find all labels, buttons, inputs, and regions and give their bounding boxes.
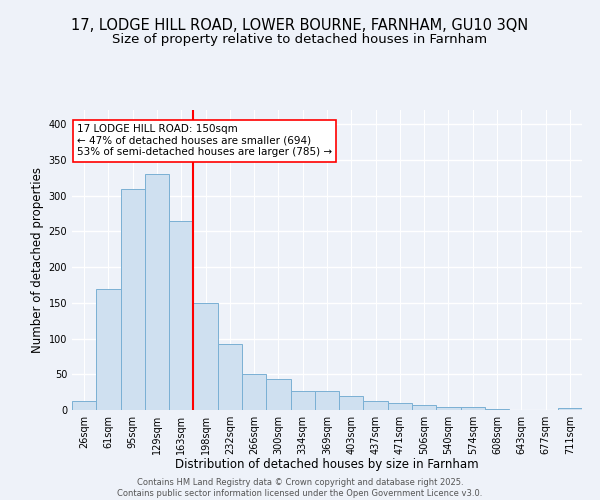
Bar: [436, 407, 461, 410]
Bar: [218, 344, 242, 410]
Text: 17 LODGE HILL ROAD: 150sqm
← 47% of detached houses are smaller (694)
53% of sem: 17 LODGE HILL ROAD: 150sqm ← 47% of deta…: [77, 124, 332, 158]
Bar: [193, 303, 218, 410]
Text: Size of property relative to detached houses in Farnham: Size of property relative to detached ho…: [112, 32, 488, 46]
Bar: [412, 405, 436, 410]
Bar: [121, 188, 145, 410]
Bar: [388, 403, 412, 410]
Text: Contains HM Land Registry data © Crown copyright and database right 2025.
Contai: Contains HM Land Registry data © Crown c…: [118, 478, 482, 498]
Bar: [72, 402, 96, 410]
Bar: [290, 390, 315, 410]
Bar: [339, 396, 364, 410]
Bar: [169, 220, 193, 410]
X-axis label: Distribution of detached houses by size in Farnham: Distribution of detached houses by size …: [175, 458, 479, 471]
Bar: [461, 407, 485, 410]
Bar: [315, 390, 339, 410]
Bar: [558, 408, 582, 410]
Bar: [364, 402, 388, 410]
Bar: [96, 288, 121, 410]
Bar: [242, 374, 266, 410]
Y-axis label: Number of detached properties: Number of detached properties: [31, 167, 44, 353]
Bar: [145, 174, 169, 410]
Bar: [266, 378, 290, 410]
Text: 17, LODGE HILL ROAD, LOWER BOURNE, FARNHAM, GU10 3QN: 17, LODGE HILL ROAD, LOWER BOURNE, FARNH…: [71, 18, 529, 32]
